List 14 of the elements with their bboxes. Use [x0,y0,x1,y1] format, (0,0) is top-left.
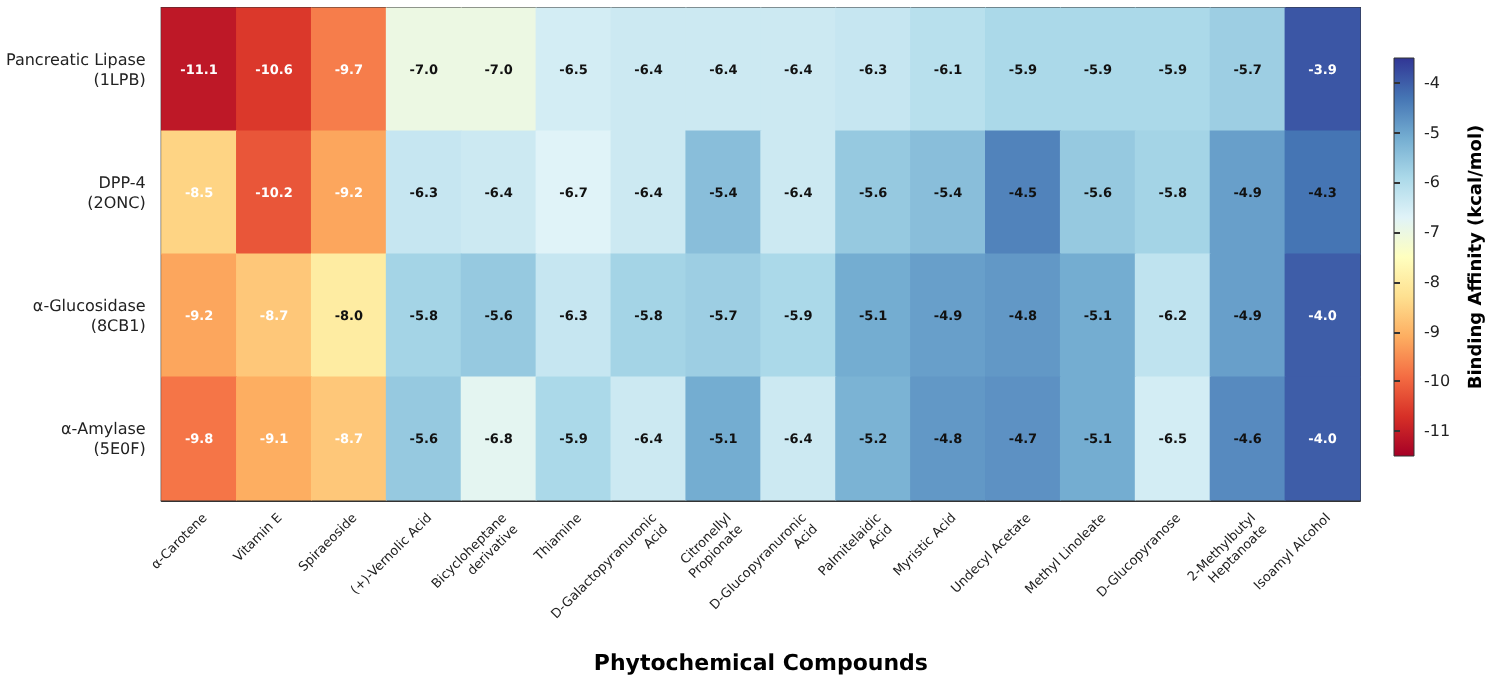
y-tick-label: DPP-4 (2ONC) [87,173,146,212]
color-bar-label: -5 [1424,123,1440,142]
y-tick-label: Pancreatic Lipase (1LPB) [5,50,146,89]
color-bar-label: -9 [1424,322,1440,341]
color-bar-label: -8 [1424,272,1440,291]
color-bar-label: -10 [1424,372,1451,391]
color-bar-label: -6 [1424,173,1440,192]
color-bar-label: -7 [1424,223,1440,242]
x-axis-title: Phytochemical Compounds [593,650,929,676]
color-bar-label: -4 [1424,73,1440,92]
color-bar-title: Binding Affinity (kcal/mol) [1467,124,1487,390]
y-tick-label: α-Glucosidase (8CB1) [32,296,146,335]
y-tick-label: α-Amylase (5E0F) [60,419,146,458]
color-bar-label: -11 [1424,422,1451,441]
